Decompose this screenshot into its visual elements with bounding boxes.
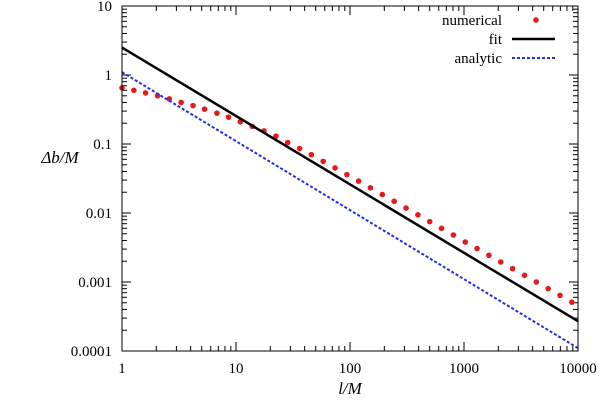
y-tick-label: 1 — [105, 68, 113, 84]
y-tick-label: 0.01 — [86, 206, 112, 222]
numerical-point — [166, 96, 173, 102]
numerical-point — [415, 212, 421, 218]
x-tick-label: 1 — [118, 361, 126, 377]
legend-label-numerical: numerical — [442, 13, 502, 29]
numerical-point — [178, 99, 184, 106]
numerical-point — [509, 265, 516, 272]
x-tick-label: 100 — [339, 361, 362, 377]
legend-label-analytic: analytic — [455, 51, 503, 67]
numerical-point — [214, 110, 220, 116]
y-axis-label: Δb/M — [40, 148, 79, 167]
numerical-point — [426, 218, 433, 225]
numerical-point — [284, 139, 291, 146]
y-tick-label: 0.001 — [78, 275, 112, 291]
legend-marker-numerical — [533, 17, 539, 23]
tick-layer: 1 10 100 1000 10000 0.0001 0.001 0.01 0.1 1 10 — [71, 0, 597, 377]
fit-line — [121, 46, 579, 323]
numerical-point — [533, 279, 540, 285]
numerical-point — [403, 205, 409, 211]
numerical-point — [308, 151, 315, 158]
numerical-point — [569, 299, 575, 305]
numerical-point — [320, 158, 327, 165]
numerical-point — [367, 184, 374, 191]
legend: numerical fit analytic — [442, 13, 555, 67]
numerical-point — [379, 191, 386, 198]
numerical-point — [131, 87, 137, 94]
numerical-point — [521, 272, 528, 279]
x-tick-label: 10 — [229, 361, 244, 377]
numerical-point — [355, 178, 362, 184]
numerical-point — [225, 114, 232, 120]
numerical-point — [190, 102, 196, 109]
series-layer — [119, 46, 579, 349]
numerical-point — [332, 165, 338, 171]
numerical-point — [391, 198, 397, 205]
numerical-point — [201, 106, 208, 112]
numerical-point — [474, 245, 480, 252]
numerical-point — [450, 232, 457, 238]
legend-label-fit: fit — [489, 32, 503, 48]
numerical-point — [273, 133, 279, 139]
x-tick-label: 10000 — [559, 361, 597, 377]
numerical-point — [344, 171, 350, 178]
y-tick-label: 10 — [97, 0, 112, 15]
x-axis-label: l/M — [338, 379, 362, 398]
numerical-point — [545, 285, 551, 292]
numerical-point — [557, 292, 563, 299]
numerical-point — [497, 259, 504, 265]
analytic-line — [121, 71, 579, 349]
numerical-point — [486, 252, 492, 259]
numerical-point — [296, 145, 303, 152]
x-tick-label: 1000 — [449, 361, 479, 377]
numerical-point — [438, 225, 445, 232]
y-tick-label: 0.0001 — [71, 344, 112, 360]
numerical-point — [142, 90, 149, 96]
numerical-point — [154, 92, 161, 99]
numerical-point — [462, 239, 469, 245]
plot-frame — [121, 5, 579, 352]
y-tick-label: 0.1 — [93, 137, 112, 153]
